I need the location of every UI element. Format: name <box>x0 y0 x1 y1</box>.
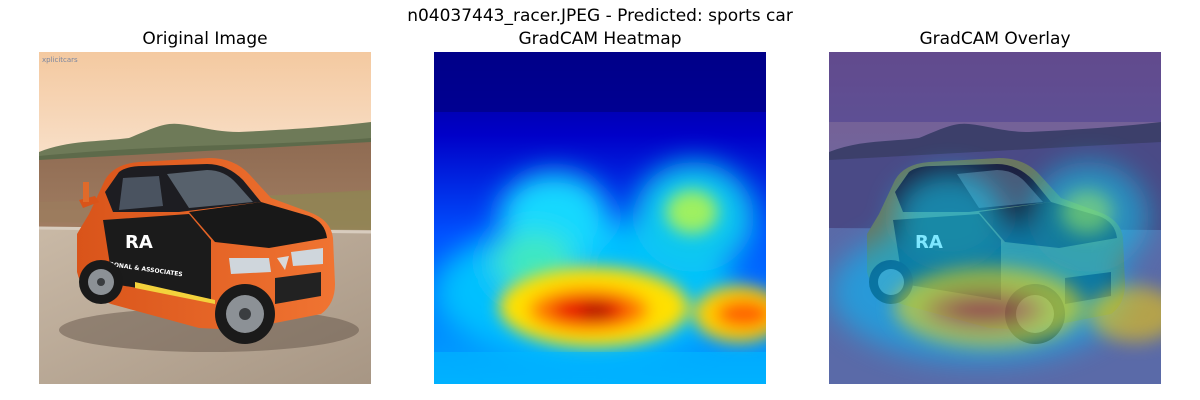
car-logo-decal: RA <box>125 232 153 253</box>
original-image-title: Original Image <box>142 29 268 49</box>
gradcam-overlay-canvas: RA <box>829 52 1161 384</box>
gradcam-heatmap-canvas <box>434 52 766 384</box>
overlay-title: GradCAM Overlay <box>919 29 1071 49</box>
original-image-canvas: RA RONAL & ASSOCIATES xplicitcars <box>39 52 371 384</box>
image-watermark: xplicitcars <box>42 56 78 64</box>
original-image: RA RONAL & ASSOCIATES xplicitcars <box>39 52 371 384</box>
figure-title: n04037443_racer.JPEG - Predicted: sports… <box>407 6 793 26</box>
heatmap-title: GradCAM Heatmap <box>518 29 682 49</box>
gradcam-overlay: RA <box>829 52 1161 384</box>
gradcam-heatmap <box>434 52 766 384</box>
